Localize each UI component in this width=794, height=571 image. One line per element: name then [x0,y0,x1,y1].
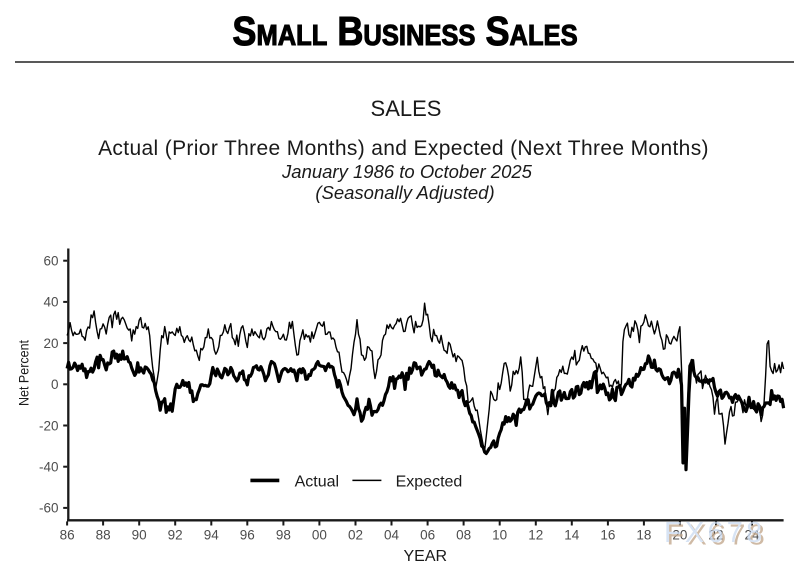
svg-text:40: 40 [43,295,58,310]
svg-text:20: 20 [43,336,58,351]
svg-text:-60: -60 [39,501,59,516]
svg-text:Net Percent: Net Percent [16,340,32,406]
svg-text:94: 94 [204,528,220,543]
svg-text:22: 22 [708,528,723,543]
svg-text:98: 98 [276,528,291,543]
svg-text:14: 14 [564,528,580,543]
svg-text:10: 10 [492,528,507,543]
svg-text:-40: -40 [39,460,59,475]
svg-text:YEAR: YEAR [404,548,448,565]
svg-text:-20: -20 [39,418,59,433]
svg-text:04: 04 [384,528,400,543]
svg-text:92: 92 [168,528,183,543]
svg-text:00: 00 [312,528,327,543]
svg-text:Expected: Expected [396,473,463,490]
svg-text:12: 12 [528,528,543,543]
svg-text:18: 18 [636,528,651,543]
svg-text:Actual: Actual [295,473,339,490]
svg-text:02: 02 [348,528,363,543]
svg-text:88: 88 [96,528,111,543]
svg-text:90: 90 [132,528,147,543]
svg-text:08: 08 [456,528,471,543]
svg-text:16: 16 [600,528,615,543]
svg-text:20: 20 [672,528,687,543]
svg-text:86: 86 [60,528,75,543]
svg-text:24: 24 [744,528,760,543]
svg-text:06: 06 [420,528,435,543]
svg-text:0: 0 [51,377,59,392]
svg-text:60: 60 [43,254,58,269]
svg-text:96: 96 [240,528,255,543]
